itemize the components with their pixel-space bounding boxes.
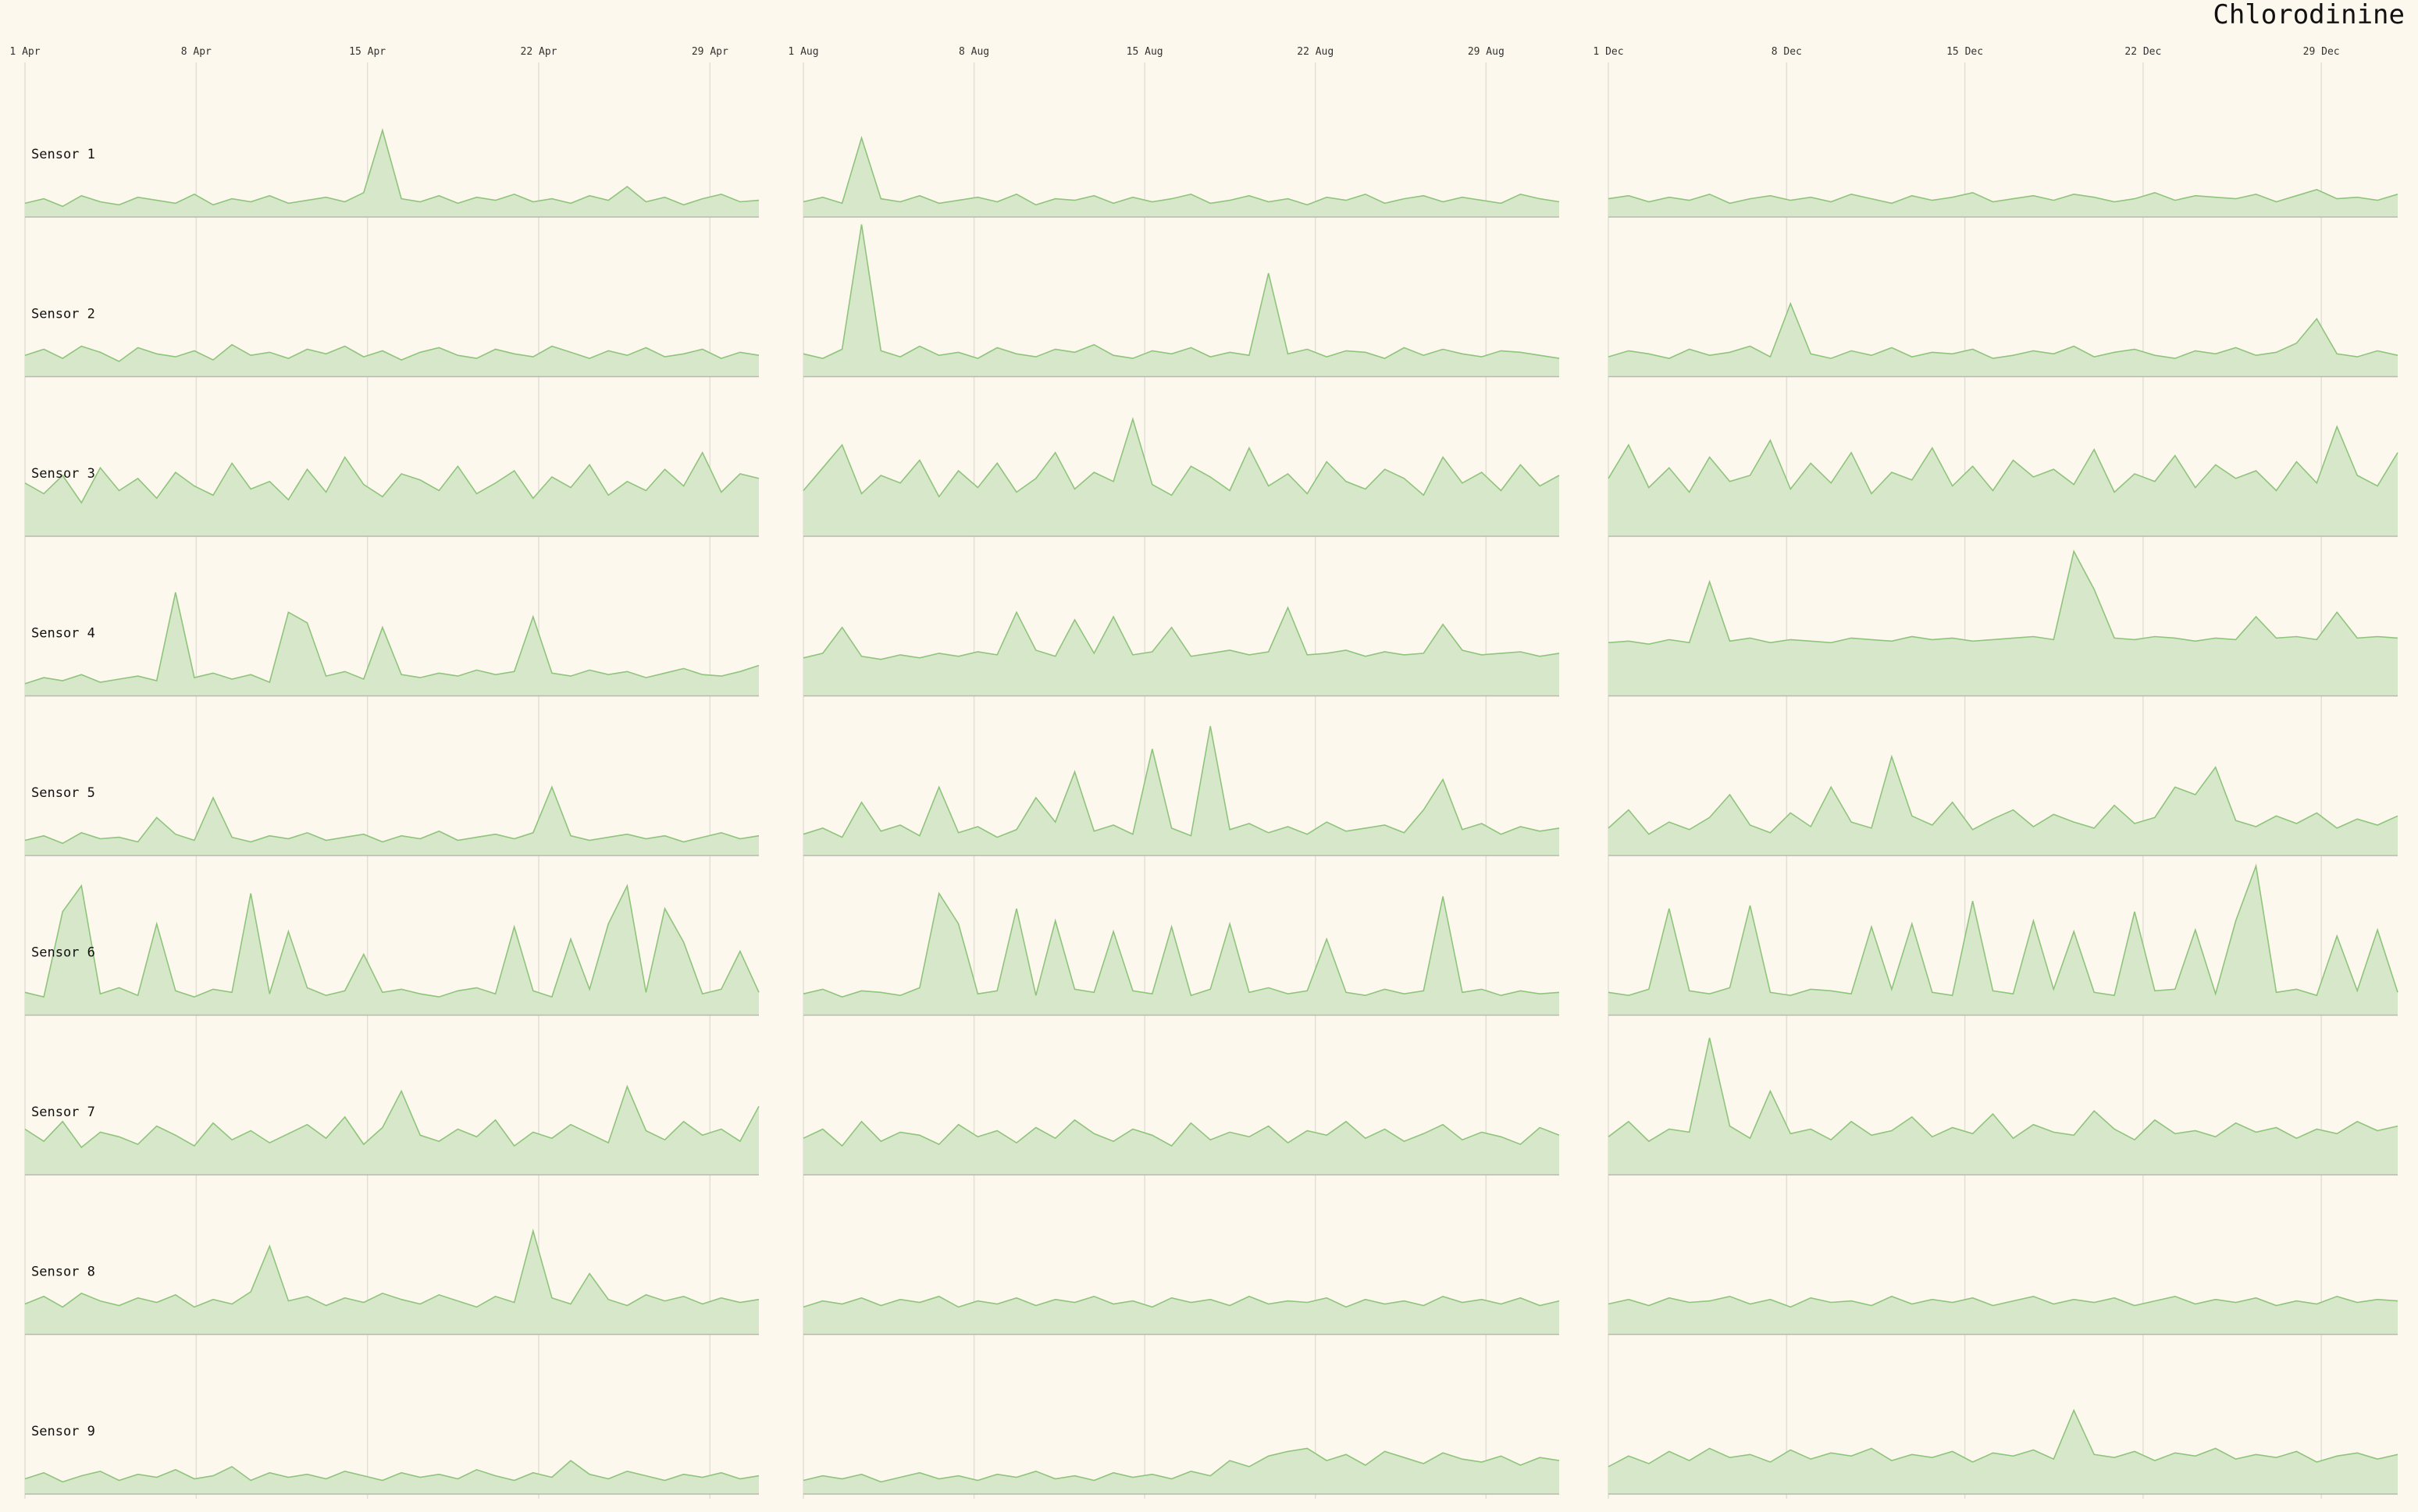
line [24,785,760,845]
sensor-label: Sensor 8 [31,1265,95,1280]
area [803,893,1559,1016]
area [1608,1037,2398,1175]
area [803,418,1559,536]
area [1608,1410,2398,1494]
line [24,128,760,208]
line [1608,425,2398,495]
area [803,1448,1559,1494]
line [803,1295,1560,1308]
x-tick-label: 22 Dec [2124,46,2161,58]
sensor-label: Sensor 1 [31,147,95,162]
line [24,1084,760,1149]
area [25,452,759,536]
area [803,137,1559,217]
area [25,1460,759,1494]
area [803,607,1559,696]
x-tick-label: 15 Apr [349,46,386,58]
area [1608,426,2398,536]
sensor-label: Sensor 4 [31,626,95,642]
line [803,606,1560,660]
area [803,1296,1559,1335]
area [25,592,759,696]
line [803,891,1560,998]
sensor-label: Sensor 6 [31,945,95,961]
x-tick-label: 29 Aug [1468,46,1505,58]
line [1608,1408,2398,1468]
line [803,1447,1560,1483]
line [803,135,1560,206]
line [24,343,760,362]
sensor-label: Sensor 5 [31,785,95,801]
chart-title: Chlorodinine [2213,0,2405,30]
line [1608,863,2398,997]
x-tick-label: 8 Dec [1772,46,1802,58]
line [1608,1295,2398,1308]
x-tick-label: 8 Aug [959,46,989,58]
x-tick-label: 15 Aug [1127,46,1163,58]
line [24,884,760,998]
line [803,224,1560,359]
x-tick-label: 1 Apr [9,46,40,58]
area [25,1086,759,1175]
area [803,726,1559,856]
line [803,1119,1560,1147]
area [803,224,1559,377]
line [803,726,1560,838]
line [1608,189,2398,205]
sensor-label: Sensor 3 [31,466,95,482]
line [1608,754,2398,835]
area [1608,866,2398,1016]
line [24,1460,760,1483]
area [25,130,759,217]
x-tick-label: 29 Dec [2303,46,2340,58]
sensor-label: Sensor 9 [31,1424,95,1439]
area [1608,756,2398,856]
area [1608,303,2398,377]
area [25,885,759,1016]
area [25,787,759,856]
x-tick-label: 8 Apr [181,46,212,58]
line [803,417,1560,498]
line [1608,301,2398,359]
line [1608,550,2398,646]
x-tick-label: 1 Aug [788,46,818,58]
sensor-label: Sensor 7 [31,1105,95,1120]
sensor-label: Sensor 2 [31,307,95,322]
x-tick-label: 29 Apr [692,46,728,58]
area [803,1119,1559,1175]
line [24,592,760,685]
area [1608,1296,2398,1335]
x-tick-label: 15 Dec [1946,46,1983,58]
area [25,344,759,377]
area [25,1230,759,1335]
area [1608,551,2398,696]
line [24,1228,760,1308]
line [24,451,760,504]
line [1608,1037,2398,1143]
x-tick-label: 22 Aug [1297,46,1334,58]
x-tick-label: 1 Dec [1593,46,1623,58]
x-tick-label: 22 Apr [521,46,557,58]
